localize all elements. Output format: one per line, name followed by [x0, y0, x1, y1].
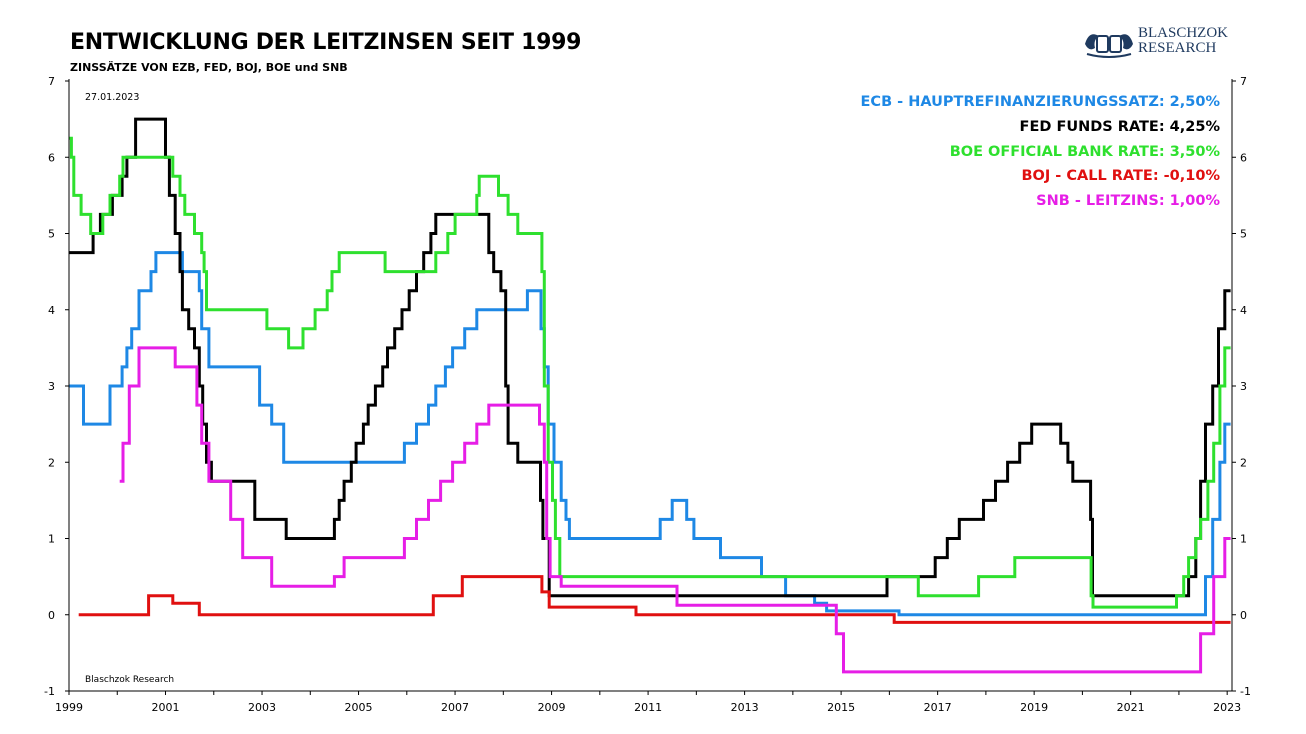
legend-entry-3: BOJ - CALL RATE: -0,10%: [1021, 168, 1220, 184]
y-tick-label-left: 4: [48, 304, 55, 317]
x-tick-label: 2017: [924, 701, 952, 714]
series-line-0: [69, 251, 1231, 617]
x-tick-label: 2015: [827, 701, 855, 714]
y-tick-label-right: 1: [1240, 533, 1247, 546]
y-tick-label-right: 0: [1240, 609, 1247, 622]
series-line-4: [119, 346, 1231, 674]
logo-emblem-icon: [1085, 34, 1133, 58]
y-tick-label-right: 7: [1240, 75, 1247, 88]
y-tick-label-left: -1: [44, 685, 55, 698]
x-tick-label: 2021: [1117, 701, 1145, 714]
x-tick-label: 1999: [55, 701, 83, 714]
x-tick-label: 2013: [731, 701, 759, 714]
y-tick-label-right: 4: [1240, 304, 1247, 317]
y-tick-label-right: 2: [1240, 456, 1247, 469]
y-tick-label-left: 0: [48, 609, 55, 622]
y-tick-label-right: -1: [1240, 685, 1251, 698]
x-tick-label: 2019: [1020, 701, 1048, 714]
x-tick-label: 2003: [248, 701, 276, 714]
chart-subtitle: ZINSSÄTZE VON EZB, FED, BOJ, BOE und SNB: [70, 61, 348, 74]
logo-text: BLASCHZOK RESEARCH: [1138, 26, 1228, 56]
legend-entry-0: ECB - HAUPTREFINANZIERUNGSSATZ: 2,50%: [861, 94, 1221, 110]
source-label: Blaschzok Research: [85, 675, 174, 685]
y-tick-label-right: 5: [1240, 228, 1247, 241]
legend-entry-1: FED FUNDS RATE: 4,25%: [1020, 119, 1221, 135]
x-tick-label: 2001: [152, 701, 180, 714]
y-tick-label-left: 7: [48, 75, 55, 88]
y-tick-label-right: 6: [1240, 151, 1247, 164]
legend-entry-2: BOE OFFICIAL BANK RATE: 3,50%: [950, 144, 1221, 160]
legend-entry-4: SNB - LEITZINS: 1,00%: [1036, 193, 1220, 209]
y-tick-label-left: 6: [48, 151, 55, 164]
x-tick-label: 2023: [1213, 701, 1241, 714]
y-tick-label-left: 3: [48, 380, 55, 393]
logo-line-1: BLASCHZOK: [1138, 25, 1229, 41]
series-line-2: [69, 136, 1231, 609]
y-tick-label-right: 3: [1240, 380, 1247, 393]
x-tick-label: 2009: [538, 701, 566, 714]
logo-line-2: RESEARCH: [1138, 40, 1217, 56]
brand-logo: BLASCHZOK RESEARCH: [1083, 24, 1243, 64]
date-label: 27.01.2023: [85, 92, 139, 103]
series-line-3: [78, 575, 1231, 624]
y-tick-label-left: 2: [48, 456, 55, 469]
x-tick-label: 2011: [634, 701, 662, 714]
y-tick-label-left: 5: [48, 228, 55, 241]
x-tick-label: 2005: [345, 701, 373, 714]
x-tick-label: 2007: [441, 701, 469, 714]
y-tick-label-left: 1: [48, 533, 55, 546]
chart-title: ENTWICKLUNG DER LEITZINSEN SEIT 1999: [70, 30, 582, 55]
